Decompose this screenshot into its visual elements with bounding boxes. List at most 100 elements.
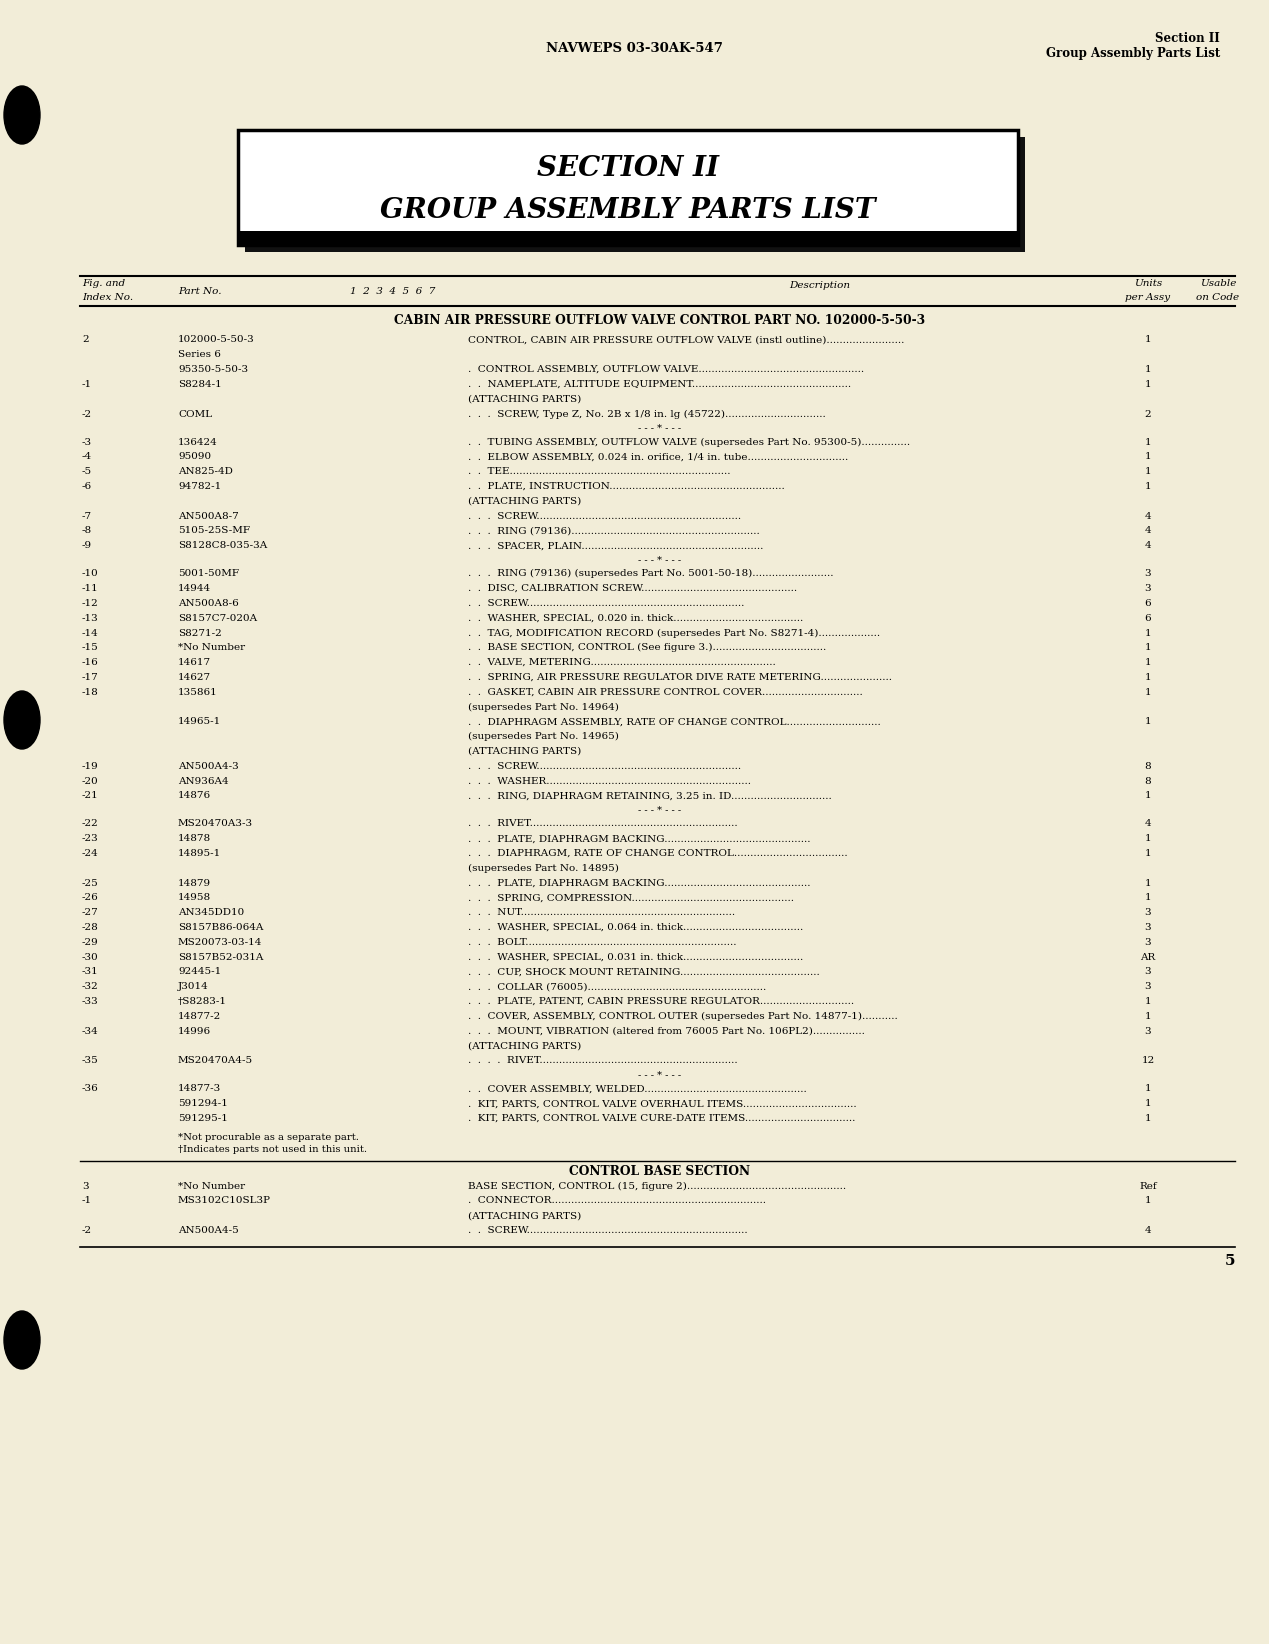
Text: .  .  .  SCREW...............................................................: . . . SCREW.............................… (468, 761, 741, 771)
Text: .  .  VALVE, METERING.........................................................: . . VALVE, METERING.....................… (468, 658, 775, 667)
Text: -30: -30 (82, 952, 99, 962)
Text: .  .  PLATE, INSTRUCTION......................................................: . . PLATE, INSTRUCTION..................… (468, 482, 784, 492)
Text: -11: -11 (82, 584, 99, 593)
Ellipse shape (4, 690, 41, 750)
Text: Index No.: Index No. (82, 294, 133, 302)
Text: .  .  .  SCREW, Type Z, No. 2B x 1/8 in. lg (45722).............................: . . . SCREW, Type Z, No. 2B x 1/8 in. lg… (468, 409, 826, 419)
Text: Fig. and: Fig. and (82, 279, 126, 288)
Text: Section II: Section II (1155, 31, 1220, 44)
Bar (245, 136, 1025, 252)
Text: *No Number: *No Number (178, 643, 245, 653)
Text: 14877-3: 14877-3 (178, 1085, 221, 1093)
Text: 3: 3 (1145, 967, 1151, 977)
Text: .  .  SCREW...................................................................: . . SCREW...............................… (468, 598, 745, 608)
Text: 591294-1: 591294-1 (178, 1100, 228, 1108)
Text: *No Number: *No Number (178, 1182, 245, 1190)
Text: AN500A4-3: AN500A4-3 (178, 761, 239, 771)
Text: .  .  DISC, CALIBRATION SCREW................................................: . . DISC, CALIBRATION SCREW.............… (468, 584, 797, 593)
Text: CONTROL BASE SECTION: CONTROL BASE SECTION (570, 1166, 750, 1177)
Text: .  .  SPRING, AIR PRESSURE REGULATOR DIVE RATE METERING......................: . . SPRING, AIR PRESSURE REGULATOR DIVE … (468, 672, 892, 682)
Text: NAVWEPS 03-30AK-547: NAVWEPS 03-30AK-547 (546, 41, 722, 54)
Text: 3: 3 (1145, 584, 1151, 593)
Text: S8284-1: S8284-1 (178, 380, 222, 390)
Text: 2: 2 (1145, 409, 1151, 419)
Text: .  KIT, PARTS, CONTROL VALVE OVERHAUL ITEMS...................................: . KIT, PARTS, CONTROL VALVE OVERHAUL ITE… (468, 1100, 857, 1108)
Text: AN825-4D: AN825-4D (178, 467, 233, 477)
Text: MS3102C10SL3P: MS3102C10SL3P (178, 1197, 272, 1205)
Text: S8157C7-020A: S8157C7-020A (178, 613, 258, 623)
Text: 6: 6 (1145, 613, 1151, 623)
Text: 4: 4 (1145, 819, 1151, 829)
Text: -18: -18 (82, 687, 99, 697)
Text: -14: -14 (82, 628, 99, 638)
Text: 1: 1 (1145, 482, 1151, 492)
Text: -4: -4 (82, 452, 93, 462)
Text: .  .  TAG, MODIFICATION RECORD (supersedes Part No. S8271-4)...................: . . TAG, MODIFICATION RECORD (supersedes… (468, 628, 881, 638)
Text: (ATTACHING PARTS): (ATTACHING PARTS) (468, 1041, 581, 1051)
Text: 1: 1 (1145, 848, 1151, 858)
Text: 4: 4 (1145, 1226, 1151, 1235)
Text: -25: -25 (82, 878, 99, 888)
Text: Ref: Ref (1140, 1182, 1157, 1190)
Text: -28: -28 (82, 922, 99, 932)
Text: 6: 6 (1145, 598, 1151, 608)
Text: J3014: J3014 (178, 981, 208, 991)
Text: - - - * - - -: - - - * - - - (638, 556, 681, 566)
Text: 1: 1 (1145, 335, 1151, 345)
Text: 8: 8 (1145, 761, 1151, 771)
Text: †S8283-1: †S8283-1 (178, 996, 227, 1006)
Text: 14958: 14958 (178, 893, 211, 903)
Text: - - - * - - -: - - - * - - - (638, 806, 681, 815)
Text: 135861: 135861 (178, 687, 218, 697)
Text: CONTROL, CABIN AIR PRESSURE OUTFLOW VALVE (instl outline).......................: CONTROL, CABIN AIR PRESSURE OUTFLOW VALV… (468, 335, 905, 345)
Text: BASE SECTION, CONTROL (15, figure 2)............................................: BASE SECTION, CONTROL (15, figure 2)....… (468, 1182, 846, 1190)
Text: 1: 1 (1145, 672, 1151, 682)
Text: 14617: 14617 (178, 658, 211, 667)
Text: -20: -20 (82, 776, 99, 786)
Text: 3: 3 (1145, 1026, 1151, 1036)
Text: -32: -32 (82, 981, 99, 991)
Text: .  CONTROL ASSEMBLY, OUTFLOW VALVE..............................................: . CONTROL ASSEMBLY, OUTFLOW VALVE.......… (468, 365, 864, 375)
Text: .  .  .  DIAPHRAGM, RATE OF CHANGE CONTROL...................................: . . . DIAPHRAGM, RATE OF CHANGE CONTROL.… (468, 848, 848, 858)
Text: 1: 1 (1145, 1100, 1151, 1108)
Text: .  .  .  CUP, SHOCK MOUNT RETAINING...........................................: . . . CUP, SHOCK MOUNT RETAINING........… (468, 967, 820, 977)
Text: 1: 1 (1145, 791, 1151, 801)
Text: -31: -31 (82, 967, 99, 977)
Text: 1: 1 (1145, 467, 1151, 477)
Text: AN500A8-7: AN500A8-7 (178, 511, 239, 521)
Text: 1: 1 (1145, 1085, 1151, 1093)
Text: 5: 5 (1225, 1254, 1235, 1268)
Text: .  CONNECTOR..................................................................: . CONNECTOR.............................… (468, 1197, 766, 1205)
Text: SECTION II: SECTION II (537, 155, 720, 181)
Text: 95350-5-50-3: 95350-5-50-3 (178, 365, 249, 375)
Text: †Indicates parts not used in this unit.: †Indicates parts not used in this unit. (178, 1144, 367, 1154)
Text: -22: -22 (82, 819, 99, 829)
Text: 1: 1 (1145, 628, 1151, 638)
Text: S8157B52-031A: S8157B52-031A (178, 952, 264, 962)
Text: AN500A4-5: AN500A4-5 (178, 1226, 239, 1235)
Text: 1: 1 (1145, 1197, 1151, 1205)
Text: (supersedes Part No. 14965): (supersedes Part No. 14965) (468, 732, 619, 741)
Text: 4: 4 (1145, 541, 1151, 551)
Text: on Code: on Code (1197, 294, 1240, 302)
Text: 95090: 95090 (178, 452, 211, 462)
Ellipse shape (4, 85, 41, 145)
Text: -16: -16 (82, 658, 99, 667)
Text: -8: -8 (82, 526, 93, 536)
Text: .  .  GASKET, CABIN AIR PRESSURE CONTROL COVER...............................: . . GASKET, CABIN AIR PRESSURE CONTROL C… (468, 687, 863, 697)
Text: 1: 1 (1145, 893, 1151, 903)
Text: (supersedes Part No. 14964): (supersedes Part No. 14964) (468, 702, 619, 712)
Text: (supersedes Part No. 14895): (supersedes Part No. 14895) (468, 863, 619, 873)
Text: MS20470A3-3: MS20470A3-3 (178, 819, 253, 829)
Text: .  .  .  WASHER, SPECIAL, 0.031 in. thick.....................................: . . . WASHER, SPECIAL, 0.031 in. thick..… (468, 952, 803, 962)
Ellipse shape (4, 1310, 41, 1369)
Text: -15: -15 (82, 643, 99, 653)
Text: 1: 1 (1145, 1011, 1151, 1021)
Text: 4: 4 (1145, 511, 1151, 521)
Text: MS20073-03-14: MS20073-03-14 (178, 937, 263, 947)
Text: 5105-25S-MF: 5105-25S-MF (178, 526, 250, 536)
Text: .  .  BASE SECTION, CONTROL (See figure 3.)...................................: . . BASE SECTION, CONTROL (See figure 3.… (468, 643, 826, 653)
Text: -23: -23 (82, 834, 99, 843)
Text: 1: 1 (1145, 437, 1151, 447)
Text: 3: 3 (1145, 569, 1151, 579)
